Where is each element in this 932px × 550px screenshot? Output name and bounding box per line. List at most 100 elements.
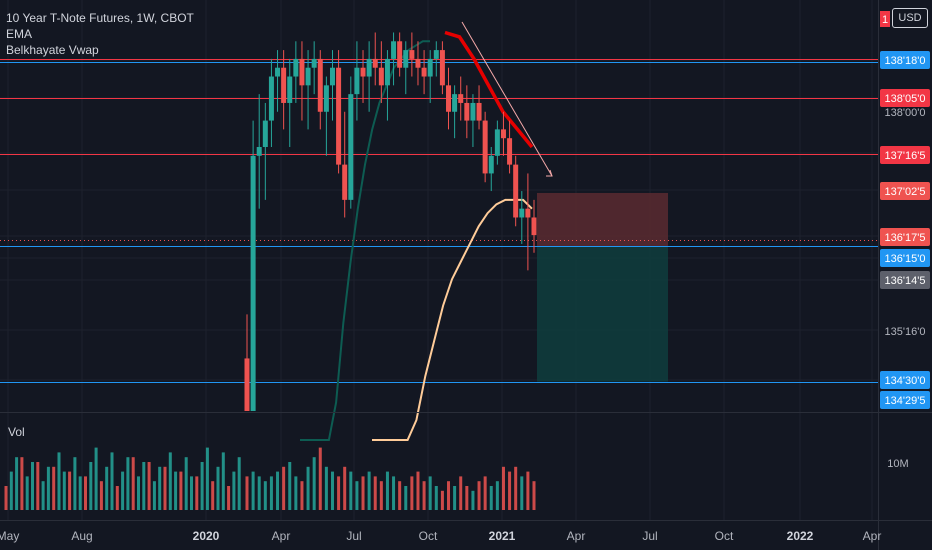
candles: [244, 32, 537, 411]
horizontal-lines[interactable]: [0, 59, 878, 383]
volume-bar: [373, 476, 377, 510]
candle-body: [244, 358, 250, 411]
volume-bar: [282, 466, 286, 510]
price-label: 136'14'5: [885, 275, 926, 287]
candle-body: [281, 67, 287, 103]
volume-bar: [174, 471, 178, 510]
candle-body: [531, 217, 537, 236]
volume-bar: [428, 476, 432, 510]
volume-bar: [276, 471, 280, 510]
volume-legend[interactable]: Vol: [8, 425, 25, 439]
volume-bar: [158, 466, 162, 510]
candle-body: [427, 58, 433, 77]
volume-bar: [416, 471, 420, 510]
volume-bar: [300, 481, 304, 510]
volume-bar: [57, 452, 61, 510]
volume-bar: [422, 481, 426, 510]
price-label-box: [880, 249, 930, 267]
candle-body: [415, 58, 421, 68]
chart-legend: 10 Year T-Note Futures, 1W, CBOT EMA Bel…: [6, 10, 194, 58]
volume-bar: [89, 462, 93, 510]
candle-body: [256, 147, 262, 156]
volume-bar: [453, 486, 457, 510]
volume-bars: [4, 447, 536, 510]
volume-bar: [520, 476, 524, 510]
volume-bar: [434, 486, 438, 510]
volume-bar: [330, 471, 334, 510]
volume-bar: [337, 476, 341, 510]
price-axis[interactable]: 138'05'0 137'16'5 137'02'5 136'17'5 136'15'0…: [878, 0, 932, 550]
price-label: 134'29'5: [885, 395, 926, 407]
volume-bar: [94, 447, 98, 510]
volume-bar: [495, 481, 499, 510]
price-label: 138'05'0: [885, 93, 926, 105]
volume-bar: [483, 476, 487, 510]
volume-bar: [349, 471, 353, 510]
candle-body: [366, 58, 372, 77]
candle-body: [262, 120, 268, 148]
volume-bar: [514, 466, 518, 510]
position-tool[interactable]: [537, 192, 668, 382]
candle-body: [305, 67, 311, 86]
stop-loss-zone: [537, 192, 668, 246]
grid: [0, 0, 878, 520]
volume-bar: [31, 462, 34, 510]
vwap-legend[interactable]: Belkhayate Vwap: [6, 43, 99, 57]
trend-line: [444, 30, 534, 149]
volume-bar: [121, 471, 125, 510]
candle-body: [372, 58, 378, 68]
volume-bar: [211, 481, 215, 510]
vwap-line: [372, 198, 533, 441]
volume-bar: [195, 476, 199, 510]
volume-bar: [410, 476, 414, 510]
price-label-box: [880, 146, 930, 164]
volume-bar: [501, 466, 505, 510]
candle-body: [391, 41, 397, 59]
volume-bar: [62, 471, 66, 510]
volume-bar: [190, 476, 193, 510]
candle-body: [409, 50, 415, 59]
volume-bar: [179, 471, 183, 510]
symbol-title[interactable]: 10 Year T-Note Futures, 1W, CBOT: [6, 11, 194, 25]
volume-bar: [379, 481, 383, 510]
volume-bar: [163, 466, 167, 510]
volume-bar: [447, 481, 451, 510]
price-label: 136'17'5: [885, 232, 926, 244]
candle-body: [348, 94, 354, 200]
currency-button[interactable]: USD: [892, 8, 928, 28]
time-label: Aug: [71, 529, 92, 543]
price-label-box: [880, 11, 890, 27]
time-label: Apr: [863, 529, 882, 543]
volume-bar: [232, 471, 236, 510]
ema-legend[interactable]: EMA: [6, 27, 33, 41]
time-label: 2020: [193, 529, 220, 543]
volume-bar: [200, 462, 204, 510]
price-label: 1: [882, 14, 888, 26]
volume-bar: [526, 471, 530, 510]
volume-bar: [152, 481, 156, 510]
volume-bar: [36, 462, 40, 510]
candle-body: [500, 129, 506, 139]
volume-bar: [78, 476, 82, 510]
candle-body: [446, 85, 452, 112]
volume-bar: [343, 466, 347, 510]
volume-bar: [227, 486, 231, 510]
volume-bar: [142, 462, 146, 510]
volume-bar: [392, 476, 396, 510]
price-label: 136'15'0: [885, 253, 926, 265]
candle-body: [397, 41, 403, 68]
indicator-lines: [300, 21, 553, 441]
volume-bar: [251, 471, 255, 510]
volume-bar: [288, 462, 292, 510]
volume-bar: [237, 457, 241, 510]
candle-body: [513, 164, 519, 218]
volume-bar: [84, 476, 87, 510]
volume-bar: [385, 471, 389, 510]
time-label: Oct: [715, 529, 734, 543]
volume-axis-label: 10M: [887, 458, 908, 470]
volume-bar: [216, 466, 220, 510]
candle-body: [311, 58, 317, 68]
candle-body: [293, 58, 299, 77]
